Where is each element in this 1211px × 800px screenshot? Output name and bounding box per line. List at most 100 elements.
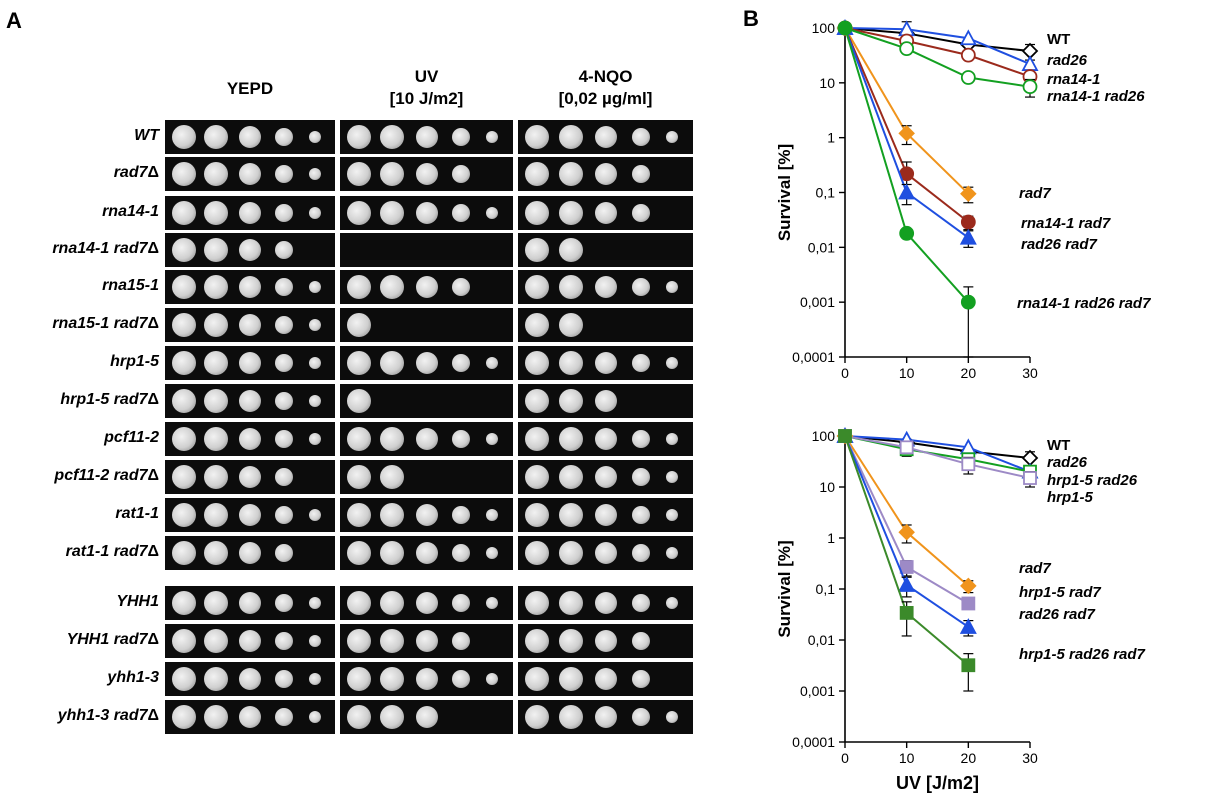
colony-spot (525, 162, 550, 186)
data-point (1022, 79, 1038, 95)
colony-spot (275, 708, 293, 726)
strain-name: yhh1-3 rad7 (57, 707, 148, 724)
strain-name: hrp1-5 rad7 (60, 391, 148, 408)
deletion-symbol: Δ (147, 467, 160, 484)
colony-spot (415, 428, 438, 450)
colony-spot (275, 241, 293, 259)
colony-spot (486, 509, 499, 521)
colony-spot (347, 162, 372, 186)
strain-name: rna15-1 rad7 (52, 315, 148, 332)
series-label: rad26 rad7 (1021, 236, 1098, 253)
colony-spot (452, 670, 471, 688)
deletion-symbol: Δ (147, 315, 160, 332)
spot-plate (340, 460, 513, 494)
colony-spot (452, 506, 471, 524)
colony-spot (308, 597, 321, 609)
spot-plate (165, 196, 335, 230)
x-tick-label: 20 (961, 750, 977, 766)
colony-spot (558, 162, 583, 186)
series-label: rna14-1 rad7 (1021, 215, 1111, 232)
spot-plate (340, 157, 513, 191)
colony-spot (275, 392, 293, 410)
column-subtitle: [10 J/m2] (389, 89, 464, 108)
colony-spot (558, 465, 583, 489)
spot-plate (165, 624, 335, 658)
colony-spot (558, 667, 583, 691)
colony-spot (171, 351, 196, 375)
colony-spot (308, 711, 321, 723)
spot-plate (340, 498, 513, 532)
colony-spot (239, 504, 261, 526)
spot-plate (340, 422, 513, 456)
colony-spot (275, 278, 293, 296)
colony-spot (594, 542, 617, 564)
spot-plate (340, 270, 513, 304)
strain-label: yhh1-3 (107, 669, 159, 687)
data-point (960, 214, 976, 230)
data-point (899, 41, 915, 57)
strain-label: rat1-1 rad7Δ (66, 543, 159, 561)
colony-spot (594, 428, 617, 450)
spot-plate (165, 586, 335, 620)
colony-spot (558, 541, 583, 565)
colony-spot (415, 352, 438, 374)
y-tick-label: 0,001 (800, 294, 835, 310)
colony-spot (347, 389, 372, 413)
colony-spot (525, 125, 550, 149)
spot-plate (518, 536, 693, 570)
panel-a-label: A (6, 8, 22, 33)
y-tick-label: 10 (819, 75, 835, 91)
colony-spot (204, 313, 228, 337)
series-label: rad26 rad7 (1019, 606, 1096, 623)
spot-plate (165, 422, 335, 456)
deletion-symbol: Δ (147, 707, 160, 724)
colony-spot (204, 162, 228, 186)
colony-spot (379, 503, 404, 527)
colony-spot (171, 125, 196, 149)
colony-spot (486, 433, 499, 445)
strain-label: YHH1 (116, 593, 159, 611)
deletion-symbol: Δ (147, 164, 160, 181)
colony-spot (204, 351, 228, 375)
colony-spot (239, 163, 261, 185)
series-label: rad7 (1019, 560, 1051, 577)
colony-spot (308, 357, 321, 369)
colony-spot (666, 597, 678, 609)
colony-spot (666, 433, 678, 445)
colony-spot (239, 592, 261, 614)
strain-label: pcf11-2 (104, 429, 159, 447)
colony-spot (204, 427, 228, 451)
colony-spot (171, 162, 196, 186)
colony-spot (415, 202, 438, 224)
colony-spot (204, 465, 228, 489)
colony-spot (525, 503, 550, 527)
colony-spot (275, 204, 293, 222)
colony-spot (239, 466, 261, 488)
colony-spot (275, 128, 293, 146)
spot-plate (518, 586, 693, 620)
spot-plate (518, 498, 693, 532)
colony-spot (171, 275, 196, 299)
survival-chart-2: 100 10 1 0,1 0,01 0,001 0,0001 0 10 20 30 Survival … (775, 427, 1146, 793)
colony-spot (379, 427, 404, 451)
colony-spot (525, 351, 550, 375)
y-tick-label: 1 (827, 530, 835, 546)
data-point (1021, 55, 1039, 71)
colony-spot (594, 126, 617, 148)
spot-plate (340, 700, 513, 734)
column-subtitle: [0,02 µg/ml] (558, 89, 653, 108)
colony-spot (379, 351, 404, 375)
column-title: 4-NQO (578, 67, 633, 86)
colony-spot (525, 465, 550, 489)
series-hrp1-5-rad26-rad7: hrp1-5 rad26 rad7 (838, 429, 1146, 692)
colony-spot (347, 705, 372, 729)
colony-spot (594, 466, 617, 488)
column-title: UV (414, 67, 439, 86)
colony-spot (379, 125, 404, 149)
colony-spot (171, 313, 196, 337)
colony-spot (239, 390, 261, 412)
deletion-symbol: Δ (147, 631, 160, 648)
data-point (960, 294, 976, 310)
colony-spot (631, 594, 650, 612)
